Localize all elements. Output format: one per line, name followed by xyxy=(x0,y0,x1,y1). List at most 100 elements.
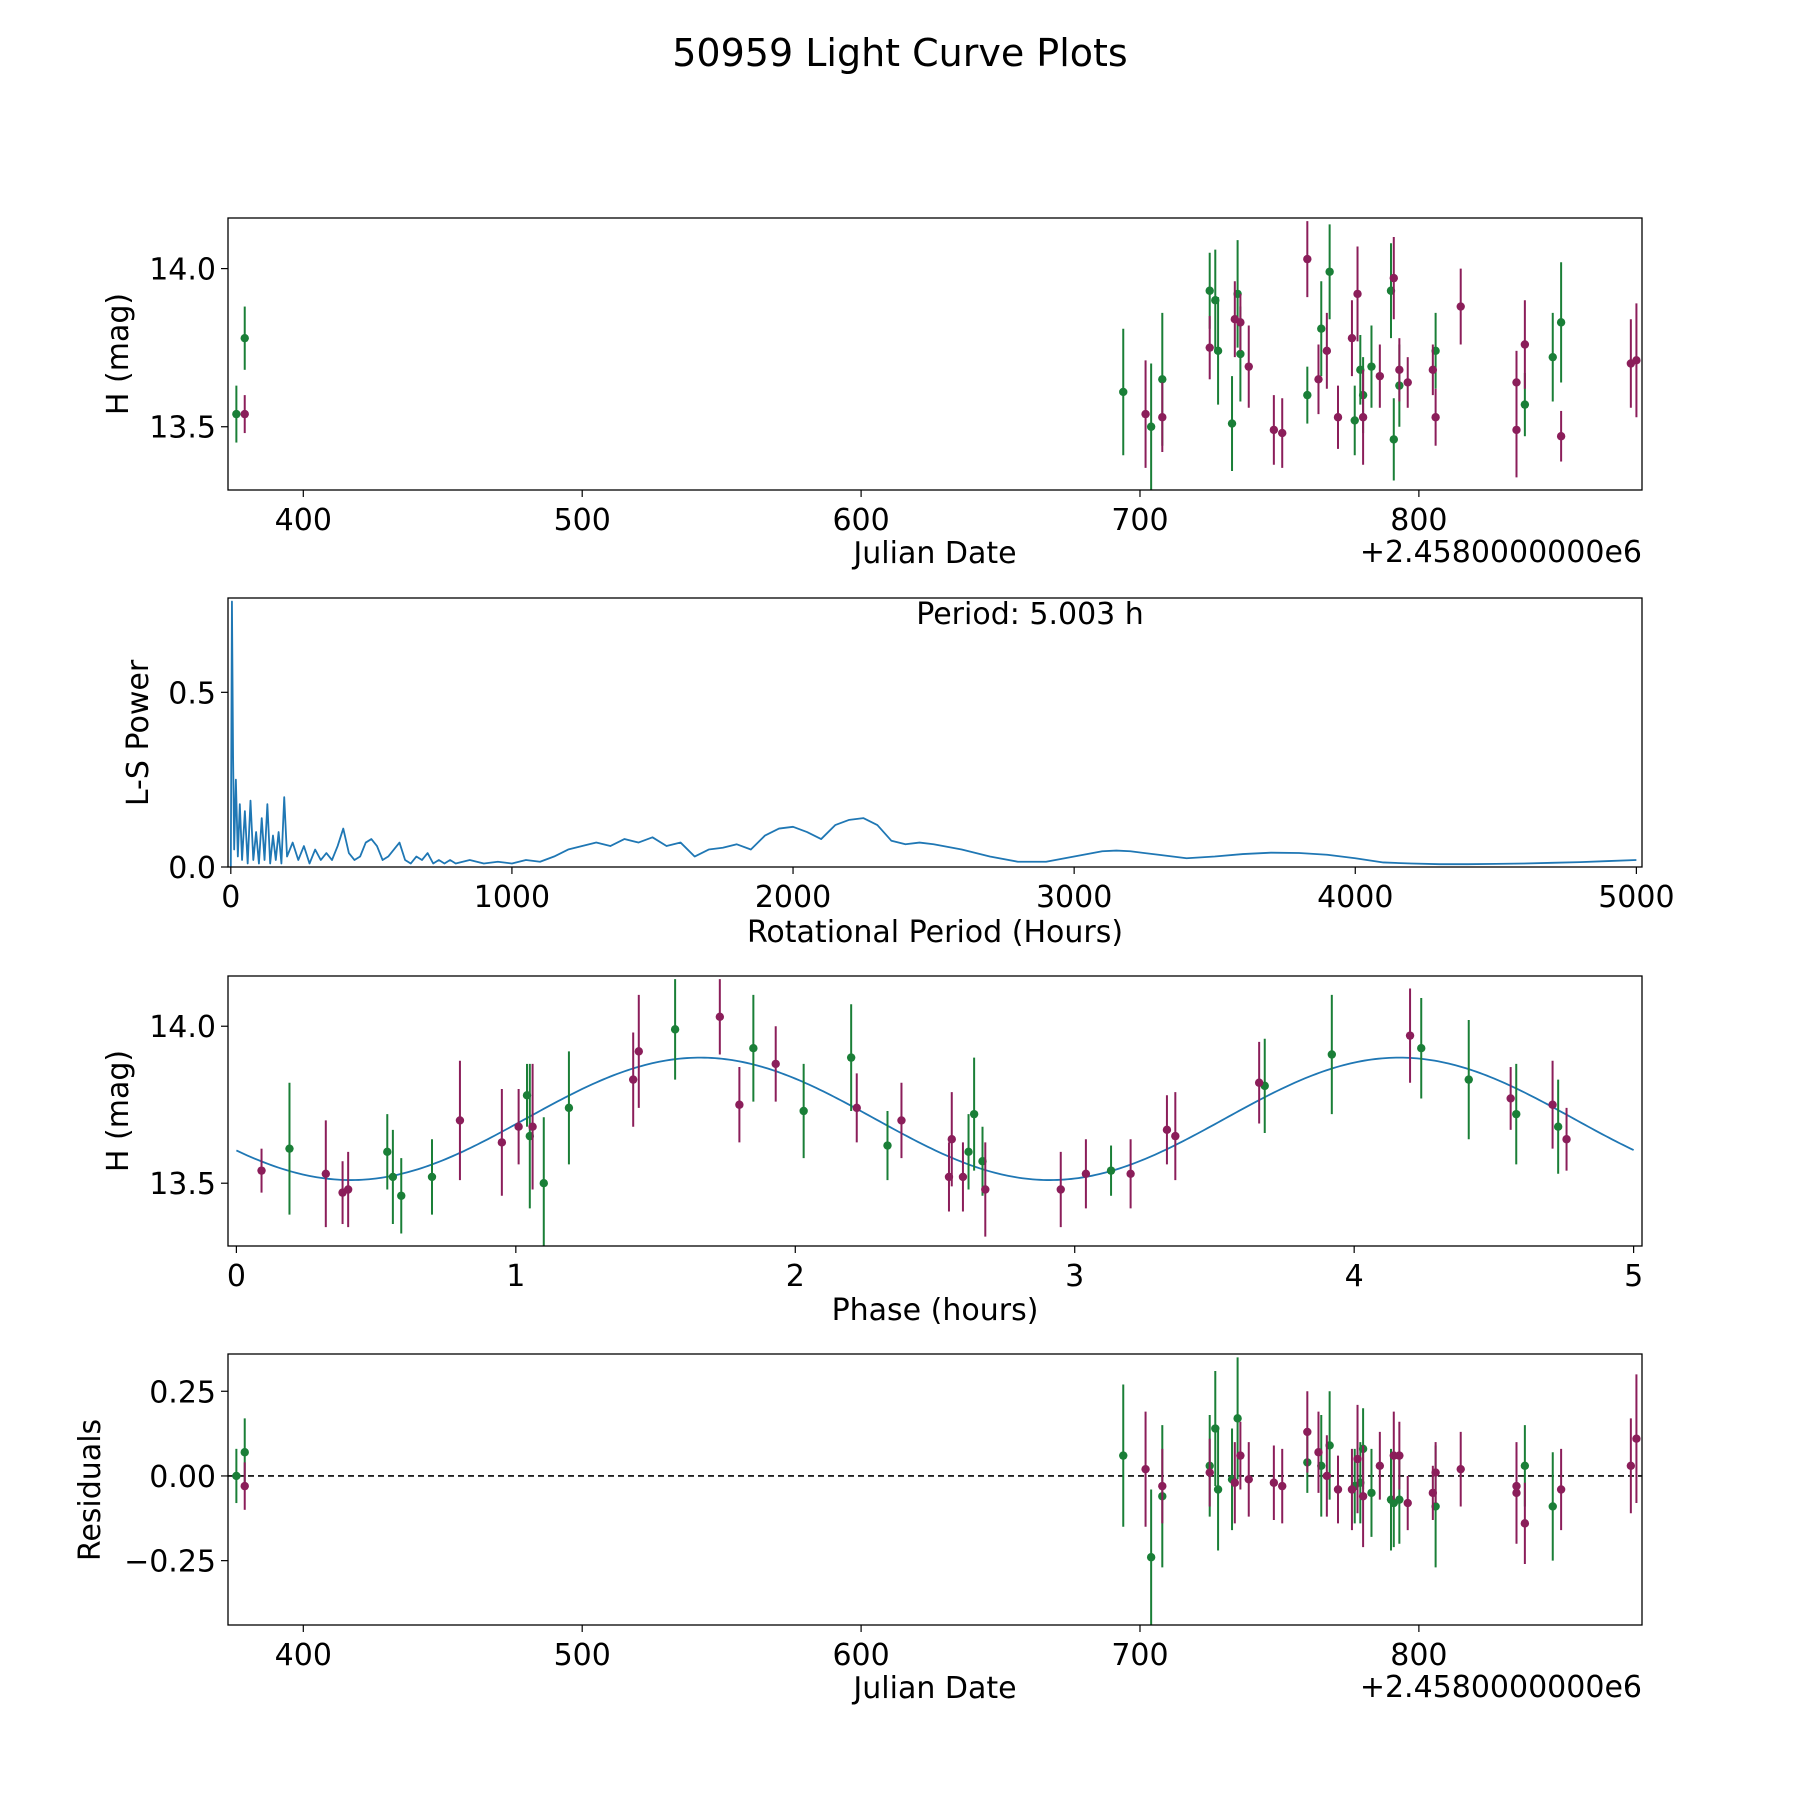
periodogram-annotation: Period: 5.003 h xyxy=(916,597,1144,632)
residuals-data-point xyxy=(1141,1464,1150,1474)
phasefold-data-point xyxy=(771,1059,780,1069)
lightcurve-data-point xyxy=(1556,318,1566,327)
phasefold-data-point xyxy=(564,1103,574,1113)
phasefold-data-point xyxy=(969,1109,979,1119)
lightcurve-data-point xyxy=(1333,413,1343,422)
residuals-ytick-label: 0.00 xyxy=(149,1460,216,1495)
phasefold-data-point xyxy=(1254,1078,1264,1087)
lightcurve-data-point xyxy=(1278,428,1287,438)
phasefold-data-point xyxy=(749,1044,758,1053)
residuals-data-point xyxy=(1213,1485,1223,1494)
lightcurve-data-point xyxy=(1205,286,1214,295)
lightcurve-data-point xyxy=(1431,413,1440,422)
residuals-data-point xyxy=(1548,1502,1557,1511)
periodogram-axes: 0 1000 2000 3000 4000 5000 0.0 0.5 xyxy=(168,676,1674,915)
lightcurve-data-point xyxy=(1428,365,1438,375)
lightcurve-data-point xyxy=(1322,346,1332,356)
residuals-marks xyxy=(228,1357,1642,1625)
lightcurve-data-point xyxy=(1350,416,1359,425)
residuals-data-point xyxy=(1403,1498,1412,1508)
phasefold-panel: 0 1 2 3 4 5 13.5 14.0 Phase (hours) H (mag) xyxy=(101,975,1643,1328)
residuals-xtick-label: 600 xyxy=(832,1638,889,1673)
lightcurve-data-point xyxy=(1353,289,1362,299)
lightcurve-data-point xyxy=(1303,254,1312,264)
phasefold-data-point xyxy=(846,1053,856,1062)
phasefold-data-point xyxy=(981,1185,990,1194)
lightcurve-offset-label: +2.4580000000e6 xyxy=(1360,535,1642,570)
residuals-data-point xyxy=(1395,1451,1404,1460)
phasefold-data-point xyxy=(514,1122,523,1131)
periodogram-ytick-label: 0.5 xyxy=(168,676,216,711)
phasefold-data-point xyxy=(539,1179,548,1188)
phasefold-xtick-label: 2 xyxy=(786,1259,805,1294)
lightcurve-data-point xyxy=(232,409,241,419)
phasefold-data-point xyxy=(1081,1169,1091,1178)
lightcurve-data-point xyxy=(1269,425,1279,435)
phasefold-data-point xyxy=(397,1191,406,1200)
lightcurve-data-point xyxy=(1548,352,1557,362)
phasefold-data-point xyxy=(1056,1185,1065,1194)
lightcurve-data-point xyxy=(1303,390,1312,400)
residuals-data-point xyxy=(1322,1471,1332,1481)
lightcurve-data-point xyxy=(1317,324,1326,333)
lightcurve-plot-area xyxy=(232,221,1641,490)
residuals-data-point xyxy=(1358,1492,1368,1501)
phasefold-data-point xyxy=(455,1116,465,1125)
phasefold-data-point xyxy=(799,1106,808,1116)
phasefold-data-point xyxy=(1126,1169,1135,1178)
residuals-data-point xyxy=(1303,1427,1312,1437)
phasefold-data-point xyxy=(1553,1122,1563,1131)
phasefold-axes: 0 1 2 3 4 5 13.5 14.0 xyxy=(149,1010,1643,1294)
lightcurve-data-point xyxy=(1325,267,1334,276)
lightcurve-xtick-label: 700 xyxy=(1111,503,1168,538)
residuals-xtick-label: 800 xyxy=(1390,1638,1447,1673)
residuals-data-point xyxy=(1269,1478,1279,1487)
residuals-data-point xyxy=(1230,1478,1240,1487)
periodogram-plot-area xyxy=(229,600,1637,867)
lightcurve-data-point xyxy=(1520,340,1530,349)
phasefold-data-point xyxy=(1171,1131,1180,1141)
lightcurve-ylabel: H (mag) xyxy=(101,293,136,415)
lightcurve-data-point xyxy=(1158,413,1167,422)
lightcurve-data-point xyxy=(240,409,249,419)
periodogram-xtick-label: 5000 xyxy=(1598,880,1674,915)
phasefold-data-point xyxy=(528,1122,537,1131)
residuals-data-point xyxy=(1375,1461,1385,1470)
lightcurve-data-point xyxy=(1520,400,1530,409)
lightcurve-data-point xyxy=(1347,333,1357,343)
phasefold-data-point xyxy=(1327,1050,1337,1059)
lightcurve-data-point xyxy=(1367,362,1376,371)
lightcurve-data-point xyxy=(1205,343,1214,352)
phasefold-data-point xyxy=(735,1100,744,1109)
residuals-data-point xyxy=(1236,1451,1245,1460)
phasefold-data-point xyxy=(388,1172,398,1182)
residuals-data-point xyxy=(1431,1468,1440,1477)
phasefold-xtick-label: 1 xyxy=(506,1259,525,1294)
lightcurve-data-point xyxy=(1227,419,1237,428)
lightcurve-marks xyxy=(232,221,1641,490)
lightcurve-data-point xyxy=(1236,349,1245,359)
periodogram-series-line xyxy=(229,600,1637,867)
residuals-offset-label: +2.4580000000e6 xyxy=(1360,1670,1642,1705)
residuals-xlabel: Julian Date xyxy=(851,1671,1016,1706)
residuals-data-point xyxy=(1146,1553,1156,1562)
residuals-plot-area xyxy=(228,1357,1642,1625)
residuals-data-point xyxy=(1512,1488,1521,1498)
periodogram-marks xyxy=(229,600,1637,867)
phasefold-xtick-label: 4 xyxy=(1345,1259,1364,1294)
lightcurve-data-point xyxy=(240,333,249,343)
residuals-data-point xyxy=(1314,1448,1323,1457)
lightcurve-xtick-label: 800 xyxy=(1390,503,1447,538)
phasefold-xtick-label: 5 xyxy=(1624,1259,1643,1294)
residuals-data-point xyxy=(1347,1485,1357,1494)
lightcurve-data-point xyxy=(1456,302,1465,311)
residuals-xtick-label: 500 xyxy=(554,1638,611,1673)
phasefold-data-point xyxy=(427,1172,437,1182)
residuals-frame xyxy=(227,1353,1643,1626)
residuals-ylabel: Residuals xyxy=(73,1419,108,1561)
phasefold-data-point xyxy=(1548,1100,1557,1109)
phasefold-data-point xyxy=(1417,1044,1426,1053)
lightcurve-data-point xyxy=(1358,413,1368,422)
